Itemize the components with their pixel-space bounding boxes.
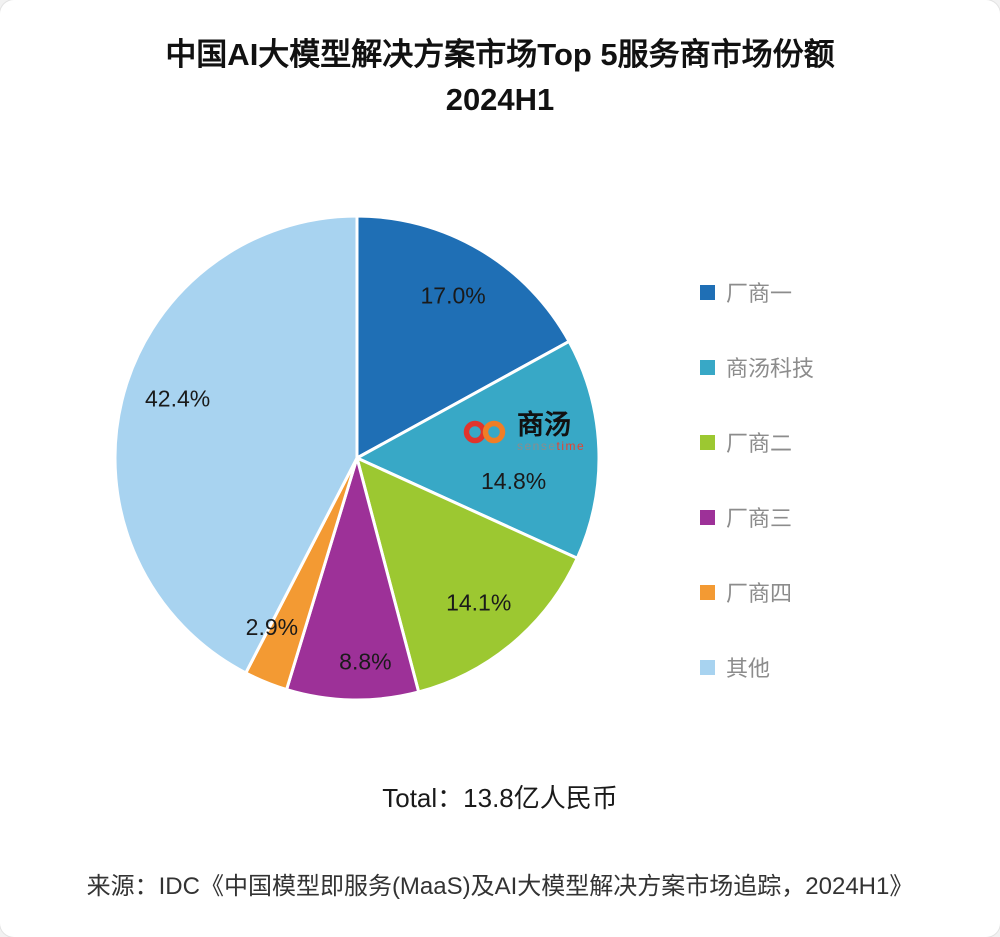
slice-value-label: 8.8%: [339, 649, 391, 675]
legend-item-商汤科技: 商汤科技: [700, 351, 814, 383]
sensetime-logo-text: 商汤 sensetime: [517, 410, 585, 453]
legend: 厂商一商汤科技厂商二厂商三厂商四其他: [700, 276, 814, 683]
legend-label: 商汤科技: [726, 356, 815, 381]
logo-sub-brand-text: sensetime: [517, 440, 585, 453]
pie-slice-厂商一: [355, 214, 571, 460]
legend-label: 厂商一: [726, 281, 793, 306]
total-label: Total：13.8亿人民币: [382, 783, 618, 813]
legend-item-厂商四: 厂商四: [700, 576, 814, 608]
chart-title-line2: 2024H1: [445, 82, 555, 117]
slice-value-label: 14.1%: [446, 589, 511, 615]
chart-title-line1: 中国AI大模型解决方案市场Top 5服务商市场份额: [165, 37, 835, 72]
pie-slice-厂商三: [285, 456, 421, 702]
legend-swatch: [700, 284, 715, 300]
pie-chart: 17.0% 14.8% 14.1% 8.8% 2.9% 42.4%: [113, 214, 601, 702]
legend-label: 厂商四: [726, 581, 793, 606]
logo-sense-text: sense: [517, 439, 557, 453]
legend-item-厂商三: 厂商三: [700, 501, 814, 533]
legend-item-厂商二: 厂商二: [700, 426, 814, 458]
logo-time-text: time: [556, 439, 586, 453]
slice-value-label: 2.9%: [246, 614, 298, 640]
legend-item-其他: 其他: [700, 651, 814, 683]
sensetime-infinity-icon: [463, 420, 506, 444]
legend-item-厂商一: 厂商一: [700, 276, 814, 308]
slice-value-label: 42.4%: [145, 385, 210, 411]
pie-slice-商汤科技: [355, 339, 601, 560]
sensetime-logo: 商汤 sensetime: [462, 410, 585, 453]
legend-swatch: [700, 584, 715, 600]
legend-swatch: [700, 659, 715, 675]
pie-slice-其他: [113, 214, 359, 675]
legend-swatch: [700, 359, 715, 375]
logo-brand-text: 商汤: [517, 410, 571, 440]
legend-label: 厂商三: [726, 506, 793, 531]
slice-value-label: 17.0%: [420, 283, 485, 309]
chart-title: 中国AI大模型解决方案市场Top 5服务商市场份额 2024H1: [0, 32, 1000, 122]
legend-swatch: [700, 509, 715, 525]
legend-label: 其他: [726, 656, 771, 681]
slice-value-label: 14.8%: [481, 468, 546, 494]
legend-swatch: [700, 434, 715, 450]
source-text: 来源：IDC《中国模型即服务(MaaS)及AI大模型解决方案市场追踪，2024H…: [86, 873, 914, 900]
pie-slice-厂商二: [355, 456, 579, 694]
legend-label: 厂商二: [726, 431, 793, 456]
